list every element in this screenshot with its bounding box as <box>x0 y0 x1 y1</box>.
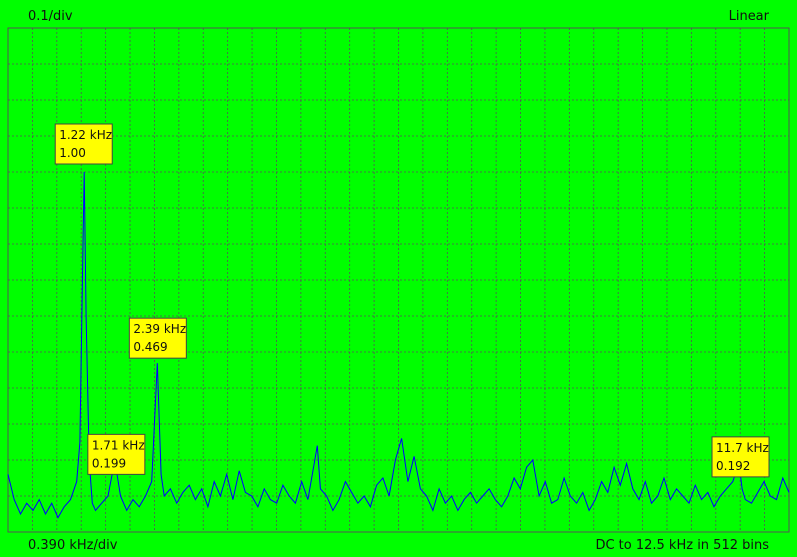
y-scale-label: 0.1/div <box>28 9 73 24</box>
marker-frequency: 2.39 kHz <box>133 322 186 336</box>
marker-frequency: 1.22 kHz <box>59 128 112 142</box>
peak-markers: 1.22 kHz 1.00 2.39 kHz 0.469 1.71 kHz 0.199 11… <box>54 123 770 478</box>
x-scale-label: 0.390 kHz/div <box>28 538 118 553</box>
peak-marker: 2.39 kHz 0.469 <box>128 317 187 359</box>
marker-frequency: 11.7 kHz <box>716 441 769 455</box>
marker-box <box>711 436 770 478</box>
marker-value: 1.00 <box>59 146 86 160</box>
peak-marker: 1.22 kHz 1.00 <box>54 123 113 165</box>
marker-box <box>128 317 187 359</box>
peak-marker: 11.7 kHz 0.192 <box>711 436 770 478</box>
marker-box <box>87 433 146 475</box>
scale-mode-label: Linear <box>728 9 769 24</box>
peak-marker: 1.71 kHz 0.199 <box>87 433 146 475</box>
marker-box <box>54 123 113 165</box>
marker-frequency: 1.71 kHz <box>92 438 145 452</box>
spectrum-trace <box>7 171 790 519</box>
marker-value: 0.192 <box>716 459 750 473</box>
marker-value: 0.469 <box>133 340 167 354</box>
marker-value: 0.199 <box>92 456 126 470</box>
frequency-range-label: DC to 12.5 kHz in 512 bins <box>595 538 769 553</box>
